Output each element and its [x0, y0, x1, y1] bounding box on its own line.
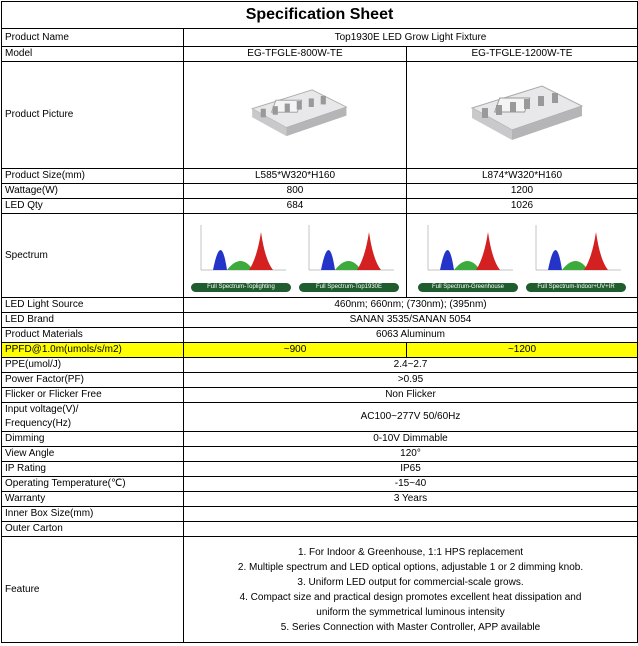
- spectrum-caption: Full Spectrum-Greenhouse: [418, 282, 518, 292]
- row-value: 1026: [406, 198, 638, 214]
- row-value: 0-10V Dimmable: [183, 431, 638, 447]
- row-label: Product Picture: [1, 61, 184, 169]
- spec-row: Warranty 3 Years: [1, 491, 638, 507]
- spec-row: LED Qty 684 1026: [1, 198, 638, 214]
- spectrum-caption: Full Spectrum-Indoor+UV+IR: [526, 282, 626, 292]
- row-value: [183, 506, 638, 522]
- spec-row: Outer Carton: [1, 521, 638, 537]
- spec-row: LED Brand SANAN 3535/SANAN 5054: [1, 312, 638, 328]
- row-value: 2.4~2.7: [183, 357, 638, 373]
- row-label: Spectrum: [1, 213, 184, 298]
- feature-line: 2. Multiple spectrum and LED optical opt…: [237, 561, 584, 573]
- spec-row: Product Materials 6063 Aluminum: [1, 327, 638, 343]
- spec-row: Spectrum Full Spectrum-Toplighting Full Sp…: [1, 213, 638, 298]
- row-value: 684: [183, 198, 407, 214]
- row-label: Model: [1, 46, 184, 62]
- row-value: L874*W320*H160: [406, 168, 638, 184]
- row-value: SANAN 3535/SANAN 5054: [183, 312, 638, 328]
- row-label: Inner Box Size(mm): [1, 506, 184, 522]
- spec-row: Wattage(W) 800 1200: [1, 183, 638, 199]
- feature-line: 3. Uniform LED output for commercial-sca…: [297, 576, 524, 588]
- row-value: 460nm; 660nm; (730nm); (395nm): [183, 297, 638, 313]
- row-label: LED Brand: [1, 312, 184, 328]
- row-label: Flicker or Flicker Free: [1, 387, 184, 403]
- spec-row: LED Light Source 460nm; 660nm; (730nm); (…: [1, 297, 638, 313]
- row-label: View Angle: [1, 446, 184, 462]
- spectrum-caption: Full Spectrum-Top1930E: [299, 282, 399, 292]
- row-value: 1200: [406, 183, 638, 199]
- row-label: LED Qty: [1, 198, 184, 214]
- spec-row: Operating Temperature(℃) -15~40: [1, 476, 638, 492]
- row-label: Dimming: [1, 431, 184, 447]
- spectrum-chart: Full Spectrum-Greenhouse: [418, 220, 518, 292]
- spec-row: Inner Box Size(mm): [1, 506, 638, 522]
- spectrum-cell: Full Spectrum-Toplighting Full Spectrum-T…: [183, 213, 407, 298]
- row-value: IP65: [183, 461, 638, 477]
- spectrum-chart: Full Spectrum-Top1930E: [299, 220, 399, 292]
- row-value: -15~40: [183, 476, 638, 492]
- row-value: >0.95: [183, 372, 638, 388]
- spec-row: Power Factor(PF) >0.95: [1, 372, 638, 388]
- row-value: EG-TFGLE-1200W-TE: [406, 46, 638, 62]
- spec-row: View Angle 120°: [1, 446, 638, 462]
- row-label: Product Materials: [1, 327, 184, 343]
- spec-row: PPE(umol/J) 2.4~2.7: [1, 357, 638, 373]
- row-value: Non Flicker: [183, 387, 638, 403]
- row-label: Input voltage(V)/ Frequency(Hz): [1, 402, 184, 432]
- row-label: Wattage(W): [1, 183, 184, 199]
- product-image: [183, 61, 407, 169]
- row-value: 6063 Aluminum: [183, 327, 638, 343]
- feature-line: 4. Compact size and practical design pro…: [239, 591, 582, 618]
- feature-line: 5. Series Connection with Master Control…: [280, 621, 541, 633]
- spec-row: IP Rating IP65: [1, 461, 638, 477]
- feature-line: 1. For Indoor & Greenhouse, 1:1 HPS repl…: [297, 546, 524, 558]
- spec-row: Model EG-TFGLE-800W-TE EG-TFGLE-1200W-TE: [1, 46, 638, 62]
- spec-row: Flicker or Flicker Free Non Flicker: [1, 387, 638, 403]
- spectrum-chart: Full Spectrum-Toplighting: [191, 220, 291, 292]
- row-label: PPFD@1.0m(umols/s/m2): [1, 342, 184, 358]
- row-label: Product Name: [1, 28, 184, 47]
- row-label: Feature: [1, 536, 184, 643]
- row-value: ~900: [183, 342, 407, 358]
- row-label: Product Size(mm): [1, 168, 184, 184]
- row-value: ~1200: [406, 342, 638, 358]
- spec-row: Product Picture: [1, 61, 638, 169]
- spec-row: Product Name Top1930E LED Grow Light Fixt…: [1, 28, 638, 47]
- row-label: LED Light Source: [1, 297, 184, 313]
- row-value: Top1930E LED Grow Light Fixture: [183, 28, 638, 47]
- spec-row: Input voltage(V)/ Frequency(Hz) AC100~277…: [1, 402, 638, 432]
- spec-row: Feature 1. For Indoor & Greenhouse, 1:1 H…: [1, 536, 638, 643]
- row-label: Operating Temperature(℃): [1, 476, 184, 492]
- feature-cell: 1. For Indoor & Greenhouse, 1:1 HPS repl…: [183, 536, 638, 643]
- sheet-title: Specification Sheet: [1, 1, 638, 29]
- spec-row: PPFD@1.0m(umols/s/m2) ~900 ~1200: [1, 342, 638, 358]
- spectrum-caption: Full Spectrum-Toplighting: [191, 282, 291, 292]
- spec-row: Dimming 0-10V Dimmable: [1, 431, 638, 447]
- row-label: Outer Carton: [1, 521, 184, 537]
- product-image: [406, 61, 638, 169]
- row-label: Power Factor(PF): [1, 372, 184, 388]
- row-label: IP Rating: [1, 461, 184, 477]
- row-value: AC100~277V 50/60Hz: [183, 402, 638, 432]
- spectrum-cell: Full Spectrum-Greenhouse Full Spectrum-In…: [406, 213, 638, 298]
- row-label: PPE(umol/J): [1, 357, 184, 373]
- spectrum-chart: Full Spectrum-Indoor+UV+IR: [526, 220, 626, 292]
- row-value: 120°: [183, 446, 638, 462]
- row-value: L585*W320*H160: [183, 168, 407, 184]
- row-label: Warranty: [1, 491, 184, 507]
- spec-row: Product Size(mm) L585*W320*H160 L874*W320*…: [1, 168, 638, 184]
- row-value: EG-TFGLE-800W-TE: [183, 46, 407, 62]
- row-value: 3 Years: [183, 491, 638, 507]
- row-value: [183, 521, 638, 537]
- row-value: 800: [183, 183, 407, 199]
